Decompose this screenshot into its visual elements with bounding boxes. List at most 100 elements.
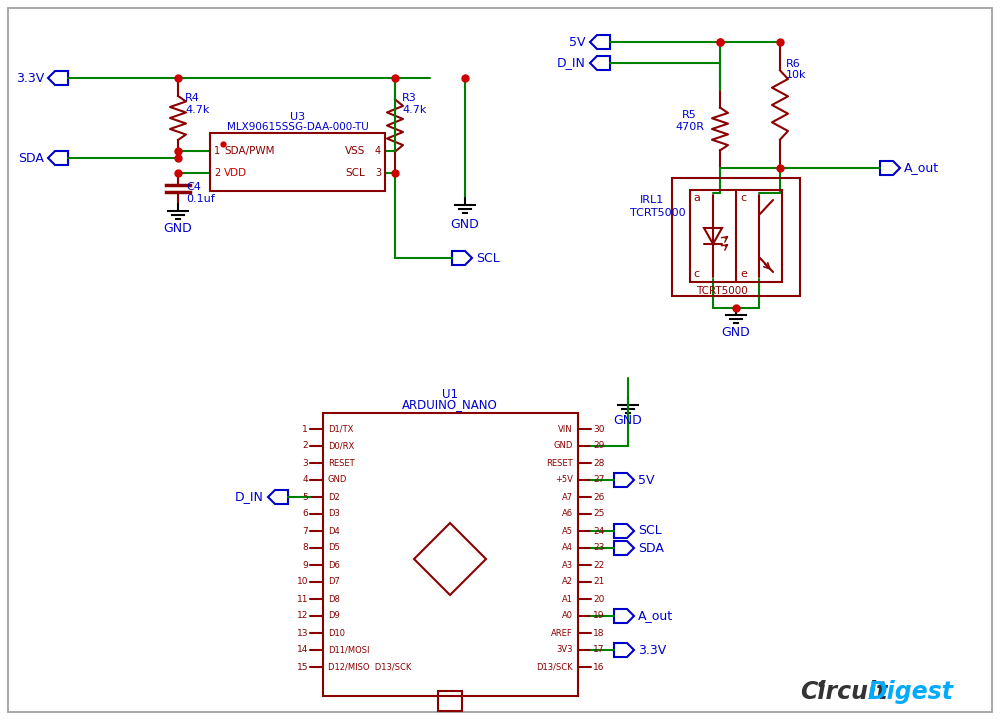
- Text: A7: A7: [562, 492, 573, 502]
- Text: 7: 7: [302, 526, 308, 536]
- Text: R3: R3: [402, 93, 417, 103]
- Text: a: a: [693, 193, 700, 203]
- Text: 3V3: 3V3: [556, 646, 573, 654]
- Text: 26: 26: [593, 492, 604, 502]
- Text: 29: 29: [593, 441, 604, 451]
- Text: D8: D8: [328, 595, 340, 603]
- Text: D3: D3: [328, 510, 340, 518]
- Text: TCRT5000: TCRT5000: [696, 286, 748, 296]
- Text: 12: 12: [297, 611, 308, 621]
- Text: 8: 8: [302, 544, 308, 552]
- Text: D11/MOSI: D11/MOSI: [328, 646, 370, 654]
- Text: 2: 2: [214, 168, 220, 178]
- Text: A2: A2: [562, 577, 573, 587]
- Text: D9: D9: [328, 611, 340, 621]
- Text: 18: 18: [593, 629, 604, 637]
- Text: 4.7k: 4.7k: [402, 105, 426, 115]
- Text: 1: 1: [302, 425, 308, 433]
- Text: GND: GND: [722, 325, 750, 338]
- Text: VIN: VIN: [558, 425, 573, 433]
- Bar: [210, 133, 385, 191]
- Text: 27: 27: [593, 475, 604, 485]
- Text: 10: 10: [296, 577, 308, 587]
- Text: SCL: SCL: [638, 524, 662, 538]
- Text: GND: GND: [614, 415, 642, 428]
- Text: 10k: 10k: [786, 70, 806, 80]
- Text: D1/TX: D1/TX: [328, 425, 353, 433]
- Text: D7: D7: [328, 577, 340, 587]
- Text: R4: R4: [185, 93, 200, 103]
- Text: A6: A6: [562, 510, 573, 518]
- Text: D6: D6: [328, 560, 340, 570]
- Text: U1: U1: [442, 387, 458, 400]
- Text: A5: A5: [562, 526, 573, 536]
- Text: U3: U3: [290, 112, 305, 122]
- Text: A_out: A_out: [638, 610, 673, 623]
- Text: GND: GND: [164, 222, 192, 235]
- Text: SCL: SCL: [476, 251, 500, 264]
- Text: Circuit: Circuit: [800, 680, 887, 704]
- Text: SDA: SDA: [18, 151, 44, 164]
- Text: 4.7k: 4.7k: [185, 105, 209, 115]
- Text: GND: GND: [328, 475, 347, 485]
- Text: 28: 28: [593, 459, 604, 467]
- Text: SCL: SCL: [345, 168, 365, 178]
- Text: 3: 3: [375, 168, 381, 178]
- Text: 9: 9: [302, 560, 308, 570]
- Text: D10: D10: [328, 629, 345, 637]
- Text: +5V: +5V: [555, 475, 573, 485]
- Text: 17: 17: [593, 646, 604, 654]
- Text: VSS: VSS: [345, 146, 365, 156]
- Text: 13: 13: [296, 629, 308, 637]
- Text: D4: D4: [328, 526, 340, 536]
- Text: 0.1uf: 0.1uf: [186, 194, 215, 204]
- Text: R6: R6: [786, 59, 801, 69]
- Text: 470R: 470R: [675, 122, 704, 132]
- Text: 5: 5: [302, 492, 308, 502]
- Text: 30: 30: [593, 425, 604, 433]
- Text: 5V: 5V: [638, 474, 654, 487]
- Text: VDD: VDD: [224, 168, 247, 178]
- Text: A_out: A_out: [904, 161, 939, 174]
- Text: A1: A1: [562, 595, 573, 603]
- Text: D13/SCK: D13/SCK: [536, 662, 573, 672]
- Text: 24: 24: [593, 526, 604, 536]
- Text: 5V: 5V: [570, 35, 586, 48]
- Text: 14: 14: [297, 646, 308, 654]
- Text: ARDUINO_NANO: ARDUINO_NANO: [402, 398, 498, 412]
- Text: D_IN: D_IN: [557, 56, 586, 70]
- Text: 3: 3: [302, 459, 308, 467]
- Text: 2: 2: [302, 441, 308, 451]
- Text: e: e: [740, 269, 747, 279]
- Text: Digest: Digest: [868, 680, 954, 704]
- Text: C4: C4: [186, 182, 201, 192]
- Text: 4: 4: [302, 475, 308, 485]
- Text: A3: A3: [562, 560, 573, 570]
- Text: D2: D2: [328, 492, 340, 502]
- Text: GND: GND: [554, 441, 573, 451]
- Text: 15: 15: [296, 662, 308, 672]
- Text: 21: 21: [593, 577, 604, 587]
- Text: SDA/PWM: SDA/PWM: [224, 146, 274, 156]
- Bar: [690, 190, 782, 282]
- Text: RESET: RESET: [328, 459, 355, 467]
- Text: RESET: RESET: [546, 459, 573, 467]
- Bar: [438, 691, 462, 711]
- Text: D12/MISO  D13/SCK: D12/MISO D13/SCK: [328, 662, 411, 672]
- Text: 6: 6: [302, 510, 308, 518]
- Text: MLX90615SSG-DAA-000-TU: MLX90615SSG-DAA-000-TU: [227, 122, 368, 132]
- Text: 19: 19: [593, 611, 604, 621]
- Text: TCRT5000: TCRT5000: [630, 208, 686, 218]
- Text: D0/RX: D0/RX: [328, 441, 354, 451]
- Text: 23: 23: [593, 544, 604, 552]
- Bar: [323, 413, 578, 696]
- Text: D_IN: D_IN: [235, 490, 264, 503]
- Text: 20: 20: [593, 595, 604, 603]
- Text: 11: 11: [296, 595, 308, 603]
- Text: 22: 22: [593, 560, 604, 570]
- Text: 3.3V: 3.3V: [638, 644, 666, 657]
- Text: 1: 1: [214, 146, 220, 156]
- Text: A4: A4: [562, 544, 573, 552]
- Text: 4: 4: [375, 146, 381, 156]
- Text: A0: A0: [562, 611, 573, 621]
